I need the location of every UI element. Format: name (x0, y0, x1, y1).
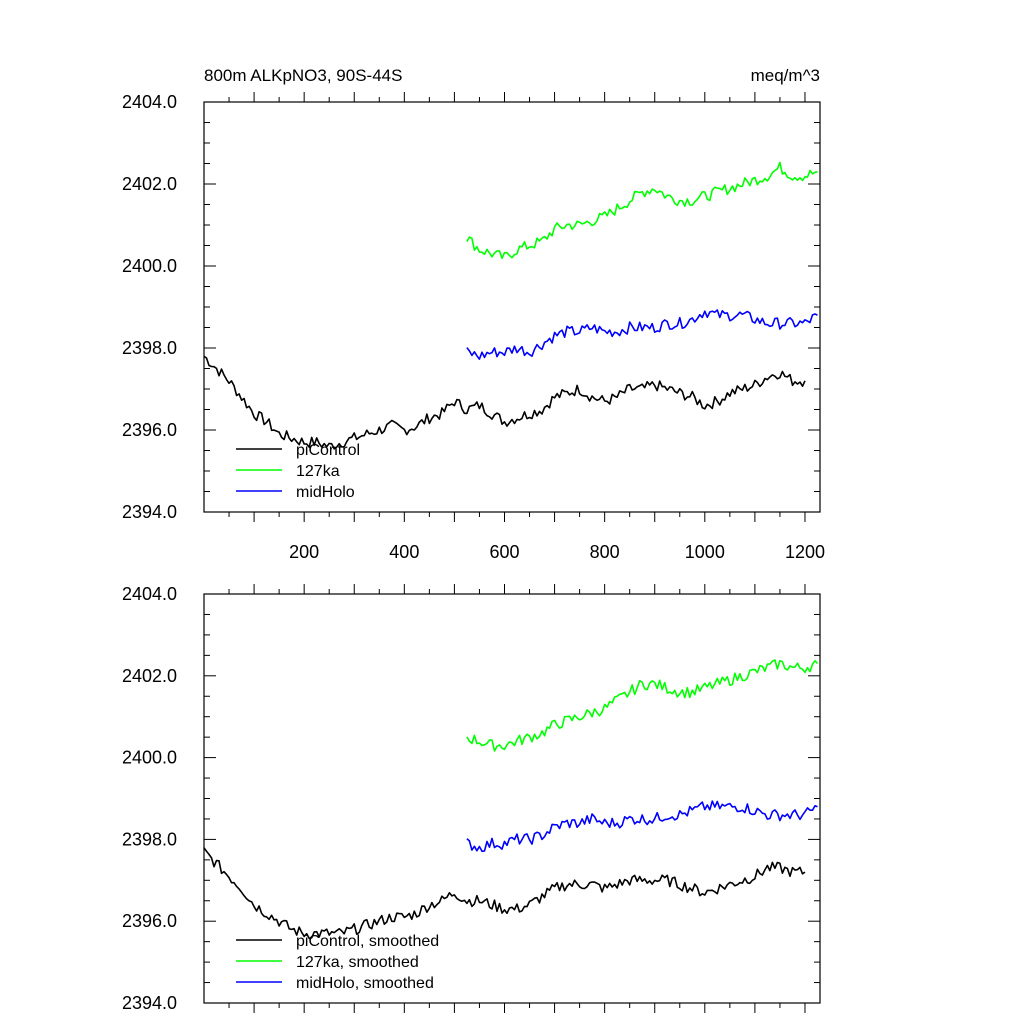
x-tick-label: 800 (590, 542, 620, 562)
y-tick-label: 2400.0 (122, 748, 177, 768)
legend-label: midHolo (296, 484, 355, 501)
series-lines (203, 659, 819, 940)
legend-label: midHolo, smoothed (296, 975, 434, 992)
series-line-2 (466, 161, 818, 260)
legend-label: piControl, smoothed (296, 933, 439, 950)
legend-label: 127ka (296, 463, 340, 480)
tick-marks (204, 92, 820, 522)
panel-smoothed: 2394.0 2396.0 2398.0 2400.0 2402.0 2404.0 piC… (122, 584, 821, 1013)
y-tick-label: 2402.0 (122, 174, 177, 194)
x-tick-label: 600 (489, 542, 519, 562)
series-line-1 (203, 355, 806, 450)
y-tick-label: 2404.0 (122, 584, 177, 604)
x-tick-labels: 200 400 600 800 1000 1200 (289, 542, 825, 562)
y-tick-label: 2404.0 (122, 92, 177, 112)
y-tick-label: 2394.0 (122, 502, 177, 522)
panel-raw: 800m ALKpNO3, 90S-44S meq/m^3 2394.0 2396… (122, 66, 825, 562)
y-tick-labels: 2394.0 2396.0 2398.0 2400.0 2402.0 2404.0 (122, 92, 177, 522)
series-line-2 (466, 659, 819, 752)
y-tick-label: 2396.0 (122, 911, 177, 931)
x-tick-label: 1200 (785, 542, 825, 562)
x-tick-label: 1000 (685, 542, 725, 562)
plot-frame (203, 101, 821, 513)
units-label: meq/m^3 (751, 66, 820, 85)
legend: piControl, smoothed 127ka, smoothed midHol… (236, 933, 439, 992)
chart-title: 800m ALKpNO3, 90S-44S (204, 66, 402, 85)
legend: piControl 127ka midHolo (236, 442, 360, 501)
series-line-3 (466, 800, 818, 853)
series-line-3 (466, 309, 818, 360)
legend-label: 127ka, smoothed (296, 954, 419, 971)
y-tick-label: 2402.0 (122, 666, 177, 686)
legend-label: piControl (296, 442, 360, 459)
y-tick-labels: 2394.0 2396.0 2398.0 2400.0 2402.0 2404.0 (122, 584, 177, 1013)
plot-frame (203, 593, 821, 1004)
y-tick-label: 2396.0 (122, 420, 177, 440)
x-tick-label: 400 (389, 542, 419, 562)
x-tick-label: 200 (289, 542, 319, 562)
y-tick-label: 2394.0 (122, 993, 177, 1013)
series-line-1 (203, 847, 806, 940)
y-tick-label: 2398.0 (122, 829, 177, 849)
y-tick-label: 2398.0 (122, 338, 177, 358)
series-lines (203, 161, 818, 450)
y-tick-label: 2400.0 (122, 256, 177, 276)
